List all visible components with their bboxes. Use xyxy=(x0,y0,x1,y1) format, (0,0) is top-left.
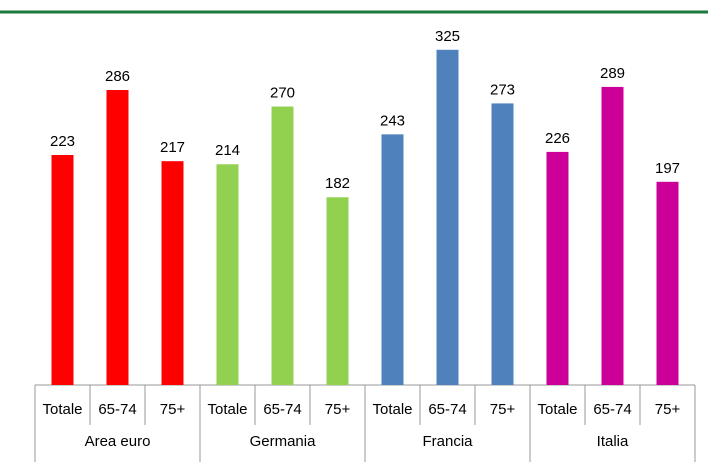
x-tick-label: 65-74 xyxy=(263,401,301,418)
data-label: 286 xyxy=(105,68,130,85)
x-tick-label: Totale xyxy=(372,401,412,418)
bar xyxy=(161,161,184,385)
bar xyxy=(546,151,569,385)
bar xyxy=(216,164,239,385)
data-label: 182 xyxy=(325,175,350,192)
data-label: 289 xyxy=(600,65,625,82)
bar xyxy=(601,86,624,385)
x-tick-label: Totale xyxy=(207,401,247,418)
data-label: 270 xyxy=(270,84,295,101)
data-label: 223 xyxy=(50,133,75,150)
x-tick-label: 75+ xyxy=(325,401,351,418)
bar xyxy=(106,90,129,386)
bar xyxy=(271,106,294,385)
bar xyxy=(491,103,514,386)
bar xyxy=(656,181,679,385)
group-label: Area euro xyxy=(85,433,151,450)
group-label: Francia xyxy=(422,433,473,450)
data-label: 214 xyxy=(215,142,240,159)
group-label: Germania xyxy=(250,433,317,450)
x-tick-label: 65-74 xyxy=(98,401,136,418)
x-tick-label: Totale xyxy=(42,401,82,418)
data-label: 217 xyxy=(160,139,185,156)
bar xyxy=(381,134,404,385)
x-tick-label: 65-74 xyxy=(593,401,631,418)
x-tick-label: 75+ xyxy=(490,401,516,418)
x-tick-label: Totale xyxy=(537,401,577,418)
data-label: 243 xyxy=(380,112,405,129)
data-label: 325 xyxy=(435,28,460,45)
data-label: 197 xyxy=(655,160,680,177)
x-tick-label: 65-74 xyxy=(428,401,466,418)
bar xyxy=(51,154,74,385)
group-label: Italia xyxy=(597,433,629,450)
bar xyxy=(326,197,349,385)
x-tick-label: 75+ xyxy=(655,401,681,418)
data-label: 226 xyxy=(545,130,570,147)
bar xyxy=(436,49,459,386)
x-tick-label: 75+ xyxy=(160,401,186,418)
data-label: 273 xyxy=(490,81,515,98)
